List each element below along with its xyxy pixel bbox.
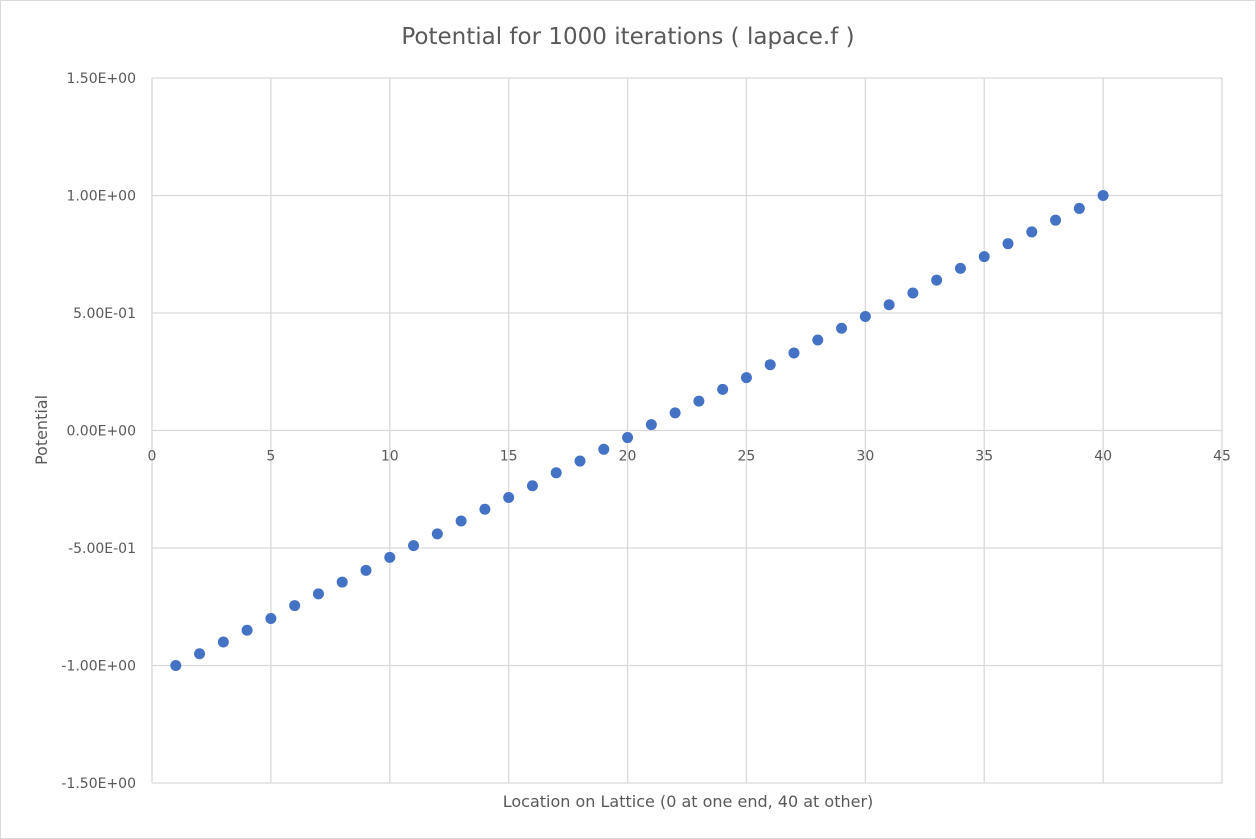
- y-tick-label: -5.00E-01: [68, 541, 136, 557]
- data-point: [170, 660, 182, 671]
- data-point: [812, 334, 824, 346]
- data-point: [859, 311, 871, 323]
- data-point: [1097, 190, 1109, 201]
- data-point: [693, 395, 705, 407]
- y-tick-label: 0.00E+00: [66, 424, 136, 440]
- data-point: [740, 372, 752, 384]
- data-point: [1073, 202, 1085, 214]
- x-tick-label: 20: [619, 449, 637, 465]
- data-point: [717, 383, 729, 395]
- data-point: [836, 322, 848, 334]
- data-point: [455, 515, 467, 527]
- chart-title: Potential for 1000 iterations ( lapace.f…: [401, 24, 854, 50]
- x-axis-tick-labels: 0 5 10 15 20 25 30 35 40 45: [148, 449, 1231, 465]
- data-points: [170, 190, 1109, 671]
- data-point: [978, 251, 990, 263]
- data-point: [669, 407, 681, 419]
- data-point: [931, 274, 943, 286]
- data-point: [503, 491, 515, 503]
- data-point: [883, 299, 895, 311]
- x-tick-label: 35: [975, 449, 993, 465]
- data-point: [1002, 238, 1014, 250]
- data-point: [289, 600, 301, 612]
- y-axis-tick-labels: 1.50E+00 1.00E+00 5.00E-01 0.00E+00 -5.00E-0…: [61, 71, 136, 792]
- x-tick-label: 25: [738, 449, 756, 465]
- data-point: [574, 455, 586, 467]
- data-point: [1050, 214, 1062, 226]
- x-tick-label: 40: [1094, 449, 1112, 465]
- data-point: [1026, 226, 1038, 238]
- x-tick-label: 10: [381, 449, 399, 465]
- data-point: [431, 528, 443, 540]
- data-point: [622, 432, 634, 444]
- data-point: [788, 347, 800, 359]
- x-tick-label: 0: [148, 449, 157, 465]
- x-tick-label: 45: [1213, 449, 1231, 465]
- x-tick-label: 15: [500, 449, 518, 465]
- data-point: [479, 503, 491, 515]
- data-point: [598, 443, 610, 455]
- data-point: [954, 262, 966, 274]
- data-point: [764, 359, 776, 371]
- y-tick-label: -1.00E+00: [61, 659, 136, 675]
- data-point: [550, 467, 562, 479]
- y-tick-label: -1.50E+00: [61, 776, 136, 792]
- y-tick-label: 5.00E-01: [73, 306, 136, 322]
- y-axis-title: Potential: [32, 395, 51, 465]
- data-point: [526, 480, 538, 492]
- data-point: [336, 576, 348, 588]
- data-point: [907, 287, 919, 299]
- data-point: [194, 648, 206, 660]
- x-tick-label: 5: [266, 449, 275, 465]
- data-point: [384, 551, 396, 563]
- data-point: [217, 636, 229, 648]
- data-point: [360, 564, 372, 576]
- x-axis-title: Location on Lattice (0 at one end, 40 at…: [503, 792, 874, 811]
- data-point: [645, 419, 657, 431]
- data-point: [408, 540, 420, 552]
- y-tick-label: 1.50E+00: [66, 71, 136, 87]
- data-point: [241, 624, 253, 636]
- vertical-gridlines: [151, 78, 1223, 783]
- x-tick-label: 30: [856, 449, 874, 465]
- horizontal-gridlines: [152, 77, 1222, 784]
- y-tick-label: 1.00E+00: [66, 189, 136, 205]
- data-point: [265, 613, 277, 624]
- data-point: [312, 588, 324, 600]
